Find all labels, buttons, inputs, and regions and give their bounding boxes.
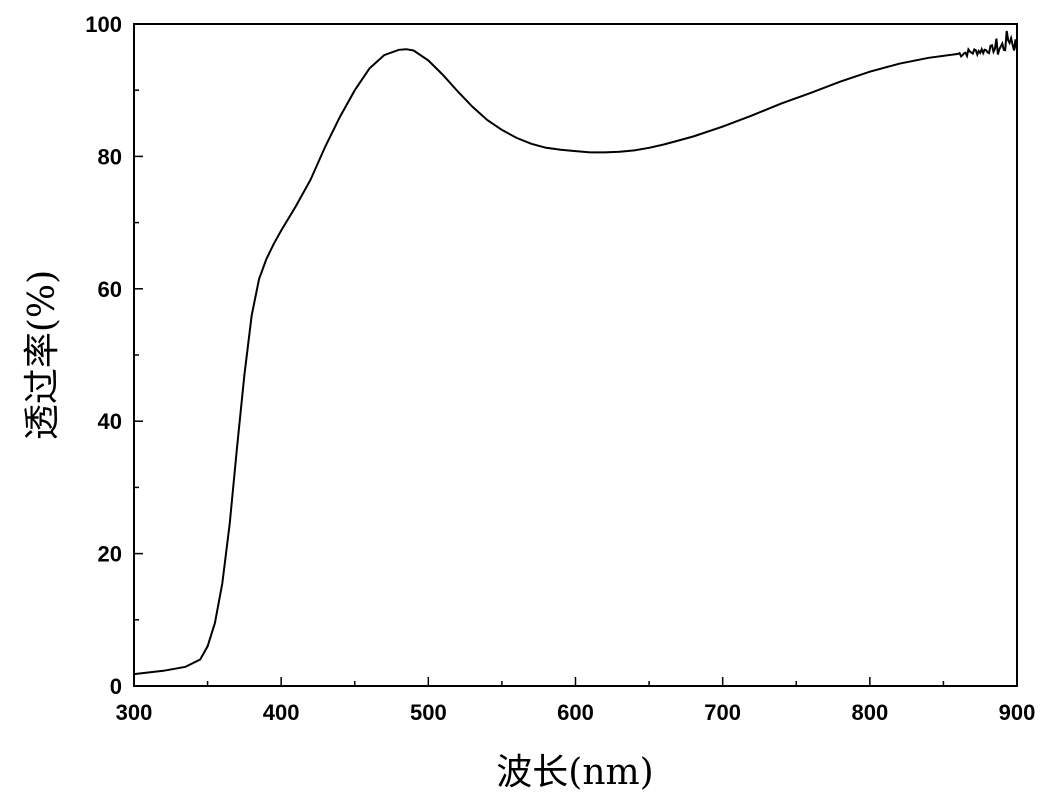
x-tick-label: 700 <box>704 700 741 725</box>
series-line <box>133 30 1018 676</box>
y-tick-label: 100 <box>85 12 122 37</box>
y-tick-label: 60 <box>98 277 122 302</box>
x-axis-label: 波长(nm) <box>496 752 653 793</box>
axis-ticks <box>133 23 1018 687</box>
x-tick-label: 900 <box>999 700 1036 725</box>
y-axis-label: 透过率(%) <box>22 270 63 440</box>
axis-tick-labels: 300 400 500 600 700 800 900 0 20 40 60 80 100 <box>85 12 1035 725</box>
x-tick-label: 400 <box>263 700 300 725</box>
y-tick-label: 40 <box>98 409 122 434</box>
y-tick-label: 20 <box>98 542 122 567</box>
y-tick-label: 80 <box>98 144 122 169</box>
x-tick-label: 800 <box>851 700 888 725</box>
y-tick-label: 0 <box>110 674 122 699</box>
x-tick-label: 300 <box>116 700 153 725</box>
x-tick-label: 600 <box>557 700 594 725</box>
x-tick-label: 500 <box>410 700 447 725</box>
plot-frame <box>133 23 1018 687</box>
